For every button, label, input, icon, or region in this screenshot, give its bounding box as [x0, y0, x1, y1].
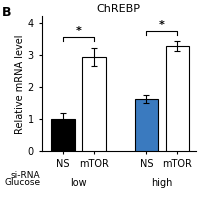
Bar	[135, 99, 158, 151]
Text: B: B	[2, 6, 12, 19]
Text: Glucose: Glucose	[4, 177, 40, 186]
Text: *: *	[159, 20, 165, 30]
Bar	[82, 57, 106, 151]
Bar	[166, 46, 189, 151]
Title: ChREBP: ChREBP	[97, 4, 141, 14]
Text: high: high	[151, 177, 173, 188]
Text: *: *	[76, 26, 82, 36]
Bar	[51, 119, 75, 151]
Text: low: low	[70, 177, 87, 188]
Text: si-RNA: si-RNA	[11, 171, 40, 180]
Y-axis label: Relative mRNA level: Relative mRNA level	[15, 34, 25, 134]
